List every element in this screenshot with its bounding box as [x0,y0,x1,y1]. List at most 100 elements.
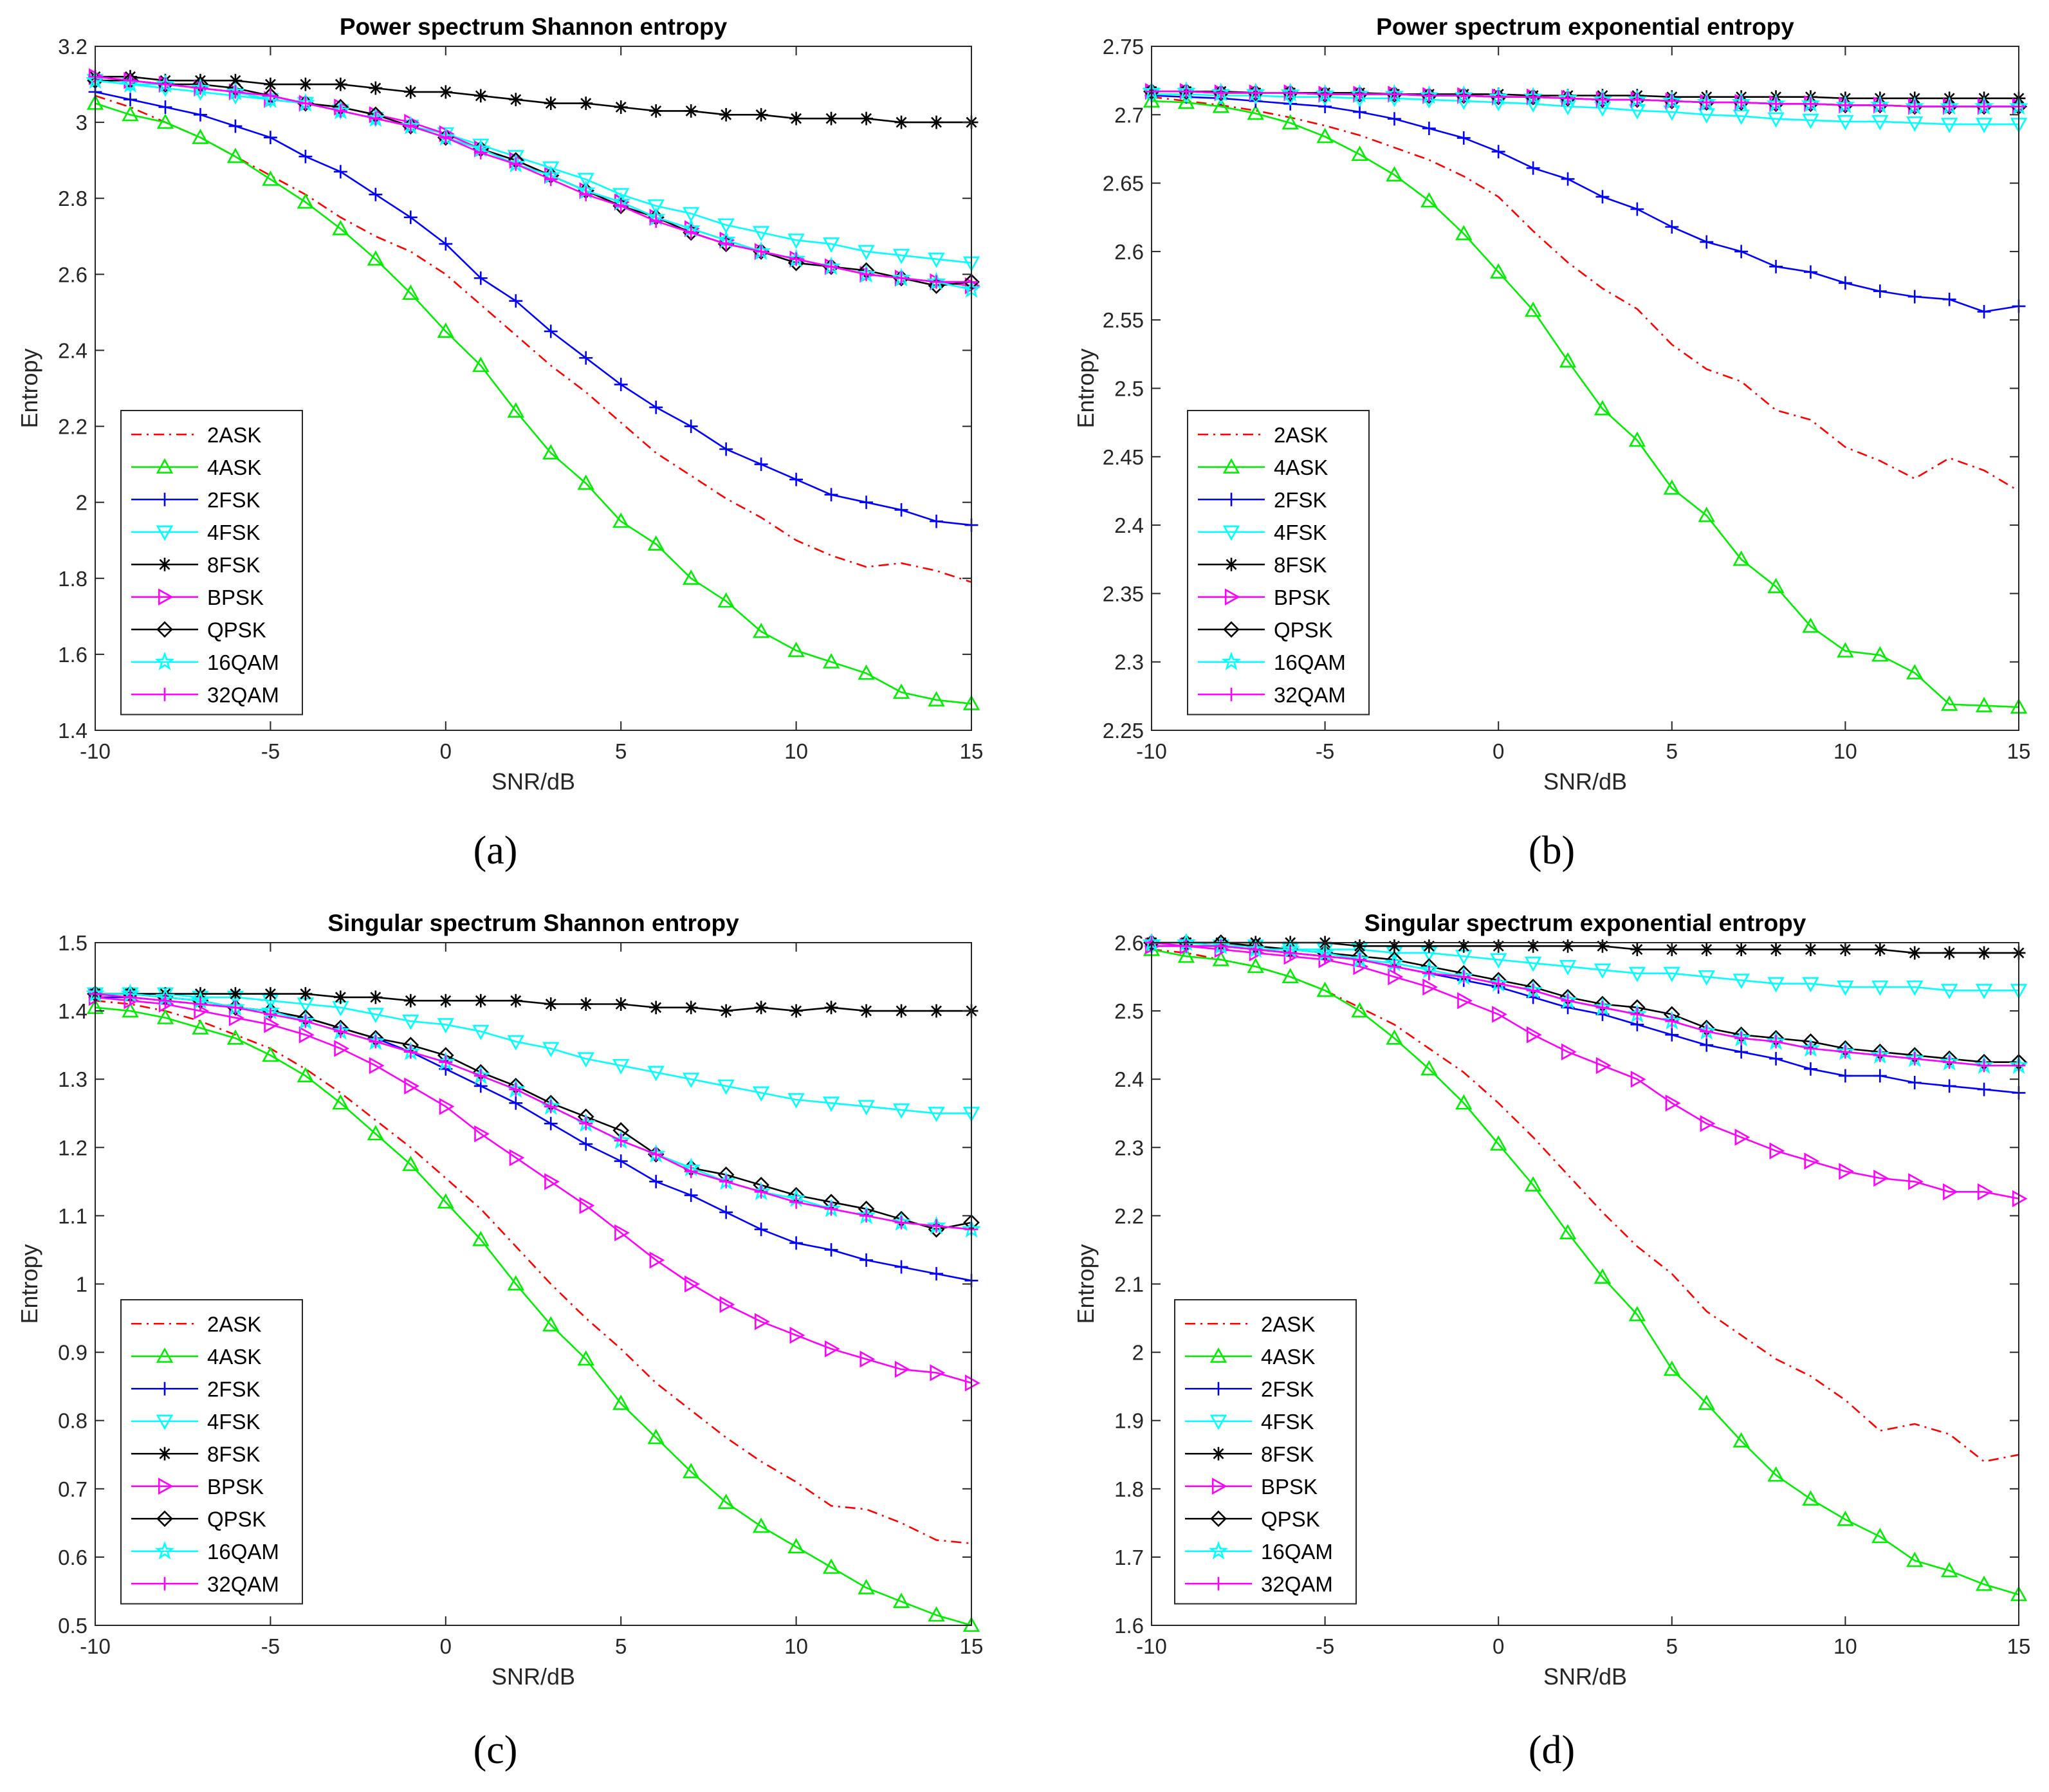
legend-label: 4ASK [1261,1345,1315,1369]
y-tick-label: 2.6 [1114,240,1144,264]
data-point-8FSK [1561,939,1575,953]
x-axis-label: SNR/dB [492,768,575,795]
series-group [1143,81,2028,714]
data-point-4ASK [332,219,349,236]
series-line-4FSK [1152,93,2019,125]
data-point-2FSK [1873,284,1887,299]
data-point-32QAM [649,214,663,228]
data-point-2FSK [1491,145,1505,159]
data-point-2FSK [894,503,908,517]
data-point-4FSK [1767,112,1785,128]
data-point-32QAM [684,225,698,239]
y-tick-label: 0.8 [58,1409,87,1433]
data-point-4ASK [1282,968,1299,984]
y-tick-label: 1.5 [58,931,87,955]
data-point-4ASK [1455,1094,1473,1110]
legend-marker-16QAM [154,651,175,670]
data-point-4FSK [1871,115,1889,131]
data-point-4ASK [1698,1394,1715,1410]
data-point-32QAM [1630,93,1644,107]
data-point-8FSK [684,104,698,118]
data-point-32QAM [1804,1042,1817,1055]
data-point-32QAM [299,97,313,111]
data-point-32QAM [930,275,943,289]
data-point-4ASK [1282,114,1299,130]
data-point-32QAM [158,77,172,91]
y-tick-label: 1.9 [1114,1409,1144,1433]
data-point-8FSK [403,85,418,99]
data-point-32QAM [579,1116,593,1131]
data-point-8FSK [473,993,488,1008]
data-point-2FSK [403,210,418,225]
data-point-BPSK [755,1313,770,1331]
data-point-32QAM [1873,98,1887,112]
legend-marker-4FSK [156,525,174,541]
data-point-8FSK [299,77,313,91]
data-point-4FSK [1732,974,1750,990]
legend-label: 4ASK [207,1345,261,1369]
data-point-2FSK [1942,292,1956,306]
series-group [1143,934,2028,1602]
legend-box [120,1299,303,1605]
data-point-8FSK [1734,943,1749,957]
subfigure-caption: (a) [473,829,518,873]
data-point-2FSK [1387,112,1401,126]
data-point-4ASK [822,653,840,669]
data-point-4ASK [1940,695,1958,711]
data-point-8FSK [369,990,383,1004]
x-tick-label: 0 [440,739,452,763]
data-point-8FSK [1700,943,1714,957]
data-point-4ASK [332,1094,349,1110]
data-point-32QAM [1595,93,1610,107]
data-point-2FSK [649,400,663,414]
data-point-8FSK [1422,939,1436,953]
legend-label: 4FSK [1261,1410,1314,1434]
y-axis-label: Entropy [16,1244,42,1324]
data-point-32QAM [124,73,137,88]
data-point-2FSK [544,1116,558,1131]
data-point-2FSK [193,107,207,122]
data-point-8FSK [719,107,733,122]
y-tick-label: 2.3 [1114,651,1144,674]
y-tick-label: 0.6 [58,1546,87,1569]
data-point-2FSK [859,495,874,510]
data-point-BPSK [964,1374,980,1392]
legend-marker-QPSK [156,621,173,638]
subfigure-caption: (c) [473,1728,518,1772]
data-point-4ASK [928,691,945,707]
data-point-BPSK [649,1252,665,1269]
data-point-BPSK [1492,1006,1507,1023]
data-point-BPSK [719,1296,735,1313]
data-point-32QAM [1561,91,1575,106]
data-point-32QAM [1977,100,1991,113]
data-point-8FSK [754,1001,768,1015]
data-point-BPSK [369,1057,385,1075]
chart-title: Power spectrum exponential entropy [1376,14,1794,40]
data-point-4FSK [612,1058,630,1075]
data-point-4ASK [122,1002,139,1018]
data-point-8FSK [1595,939,1610,953]
data-point-4ASK [892,683,910,699]
data-point-8FSK [894,115,908,129]
data-point-32QAM [1526,90,1540,104]
data-point-2FSK [894,1260,908,1274]
data-point-8FSK [789,1004,804,1018]
data-point-4FSK [928,1107,945,1122]
data-point-32QAM [1873,1048,1887,1062]
data-point-4ASK [1212,950,1230,966]
data-point-4ASK [1524,1176,1542,1192]
y-axis-label: Entropy [1072,1244,1099,1324]
data-point-32QAM [333,1024,347,1039]
data-point-2FSK [824,1243,838,1257]
data-point-BPSK [1595,1057,1612,1075]
data-point-4ASK [822,1558,840,1574]
data-point-2FSK [684,420,698,434]
data-point-4ASK [156,1009,174,1024]
data-point-BPSK [1769,1142,1785,1159]
data-point-4FSK [858,1100,875,1116]
x-tick-label: 5 [1666,739,1678,763]
series-line-2ASK [1151,96,2019,492]
data-point-4ASK [612,512,630,528]
legend-marker-32QAM [158,1576,172,1591]
data-point-2FSK [228,119,243,133]
